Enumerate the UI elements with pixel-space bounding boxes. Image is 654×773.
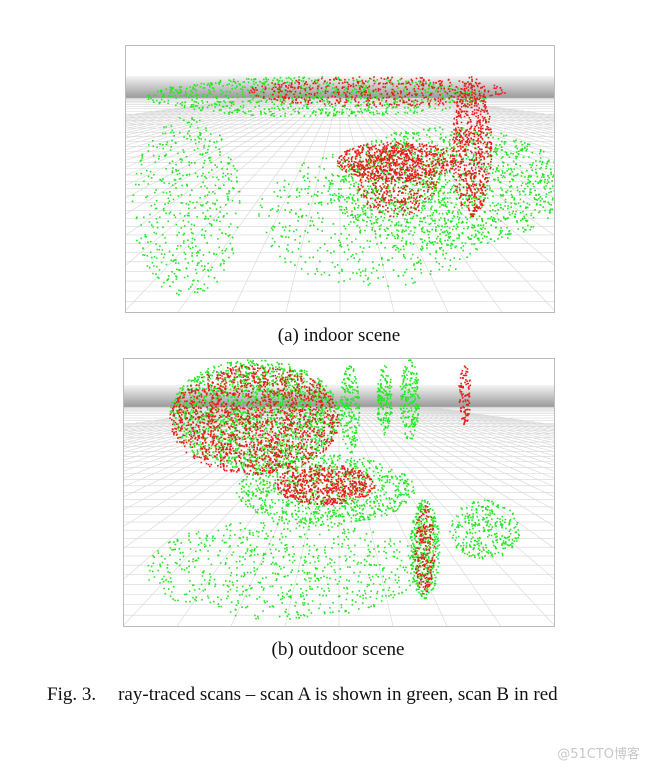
indoor-scan-image (125, 45, 555, 313)
subfigure-caption: (b) outdoor scene (271, 639, 405, 660)
subfigure-caption: (a) indoor scene (277, 325, 401, 346)
scan-points (248, 76, 506, 218)
scan-points (131, 76, 554, 296)
outdoor-scan-image (123, 358, 555, 627)
point-cloud (124, 359, 554, 626)
figure-caption: Fig. 3. ray-traced scans – scan A is show… (47, 684, 558, 706)
watermark: @51CTO博客 (557, 747, 640, 762)
figure-caption-text: ray-traced scans – scan A is shown in gr… (118, 684, 558, 705)
scan-points (169, 364, 472, 595)
ground-grid (124, 406, 554, 626)
point-cloud (126, 76, 554, 312)
figure-label: Fig. 3. (47, 684, 97, 705)
scan-points (147, 359, 520, 620)
